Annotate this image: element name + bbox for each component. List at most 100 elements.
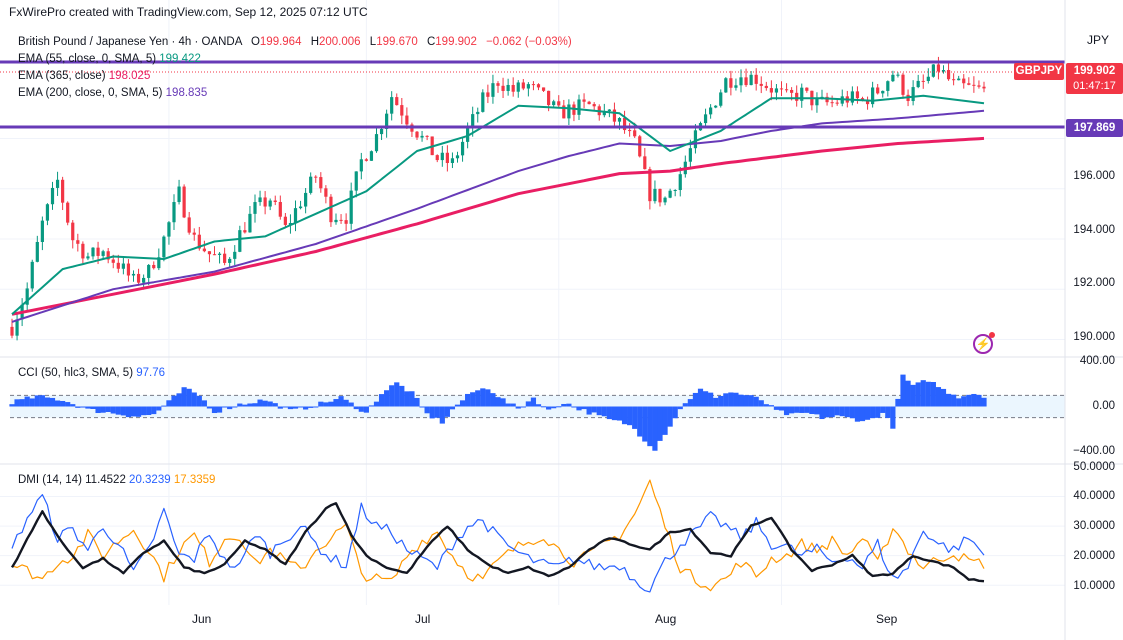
dmi-pane[interactable] (10, 479, 985, 593)
cci-bar (627, 406, 633, 426)
support-level-tag[interactable]: 197.869 (1066, 119, 1123, 137)
cci-bar (475, 390, 481, 407)
ema200-legend[interactable]: EMA (200, close, 0, SMA, 5) 198.835 (18, 87, 207, 99)
cci-bar (373, 401, 380, 407)
ema365-legend[interactable]: EMA (365, close) 198.025 (18, 70, 150, 82)
close-value: 199.902 (435, 36, 477, 48)
cci-bar (870, 406, 876, 419)
symbol-legend[interactable]: British Pound / Japanese Yen · 4h · OAND… (18, 36, 572, 48)
candle-body (673, 190, 677, 192)
candle-body (709, 107, 713, 115)
candle-body (471, 114, 475, 129)
candle-body (764, 85, 768, 89)
cci-bar (141, 406, 147, 416)
candle-body (901, 74, 905, 95)
currency-label[interactable]: JPY (1086, 33, 1109, 47)
candle-body (283, 216, 287, 225)
cci-bar (389, 385, 395, 407)
cci-bar (819, 406, 825, 420)
cci-bar (814, 406, 820, 415)
candle-body (531, 84, 536, 86)
candle-body (364, 159, 368, 161)
low-value: 199.670 (376, 36, 418, 48)
price-pane[interactable] (0, 56, 1065, 341)
candle-body (243, 230, 247, 233)
cci-bar (581, 406, 587, 410)
dmi-label: DMI (14, 14) (18, 474, 82, 486)
candle-body (450, 158, 455, 164)
cci-bar (951, 394, 957, 407)
cci-bar (105, 406, 111, 412)
candle-body (106, 251, 110, 260)
cci-bar (151, 406, 157, 415)
cci-bar (384, 390, 390, 407)
lightning-icon[interactable]: ⚡ (973, 332, 995, 354)
cci-bar (9, 404, 15, 407)
candle-body (936, 64, 941, 72)
cci-bar (616, 406, 623, 421)
candle-body (850, 91, 854, 103)
cci-bar (859, 406, 866, 422)
cci-bar (262, 400, 268, 407)
candle-body (223, 253, 227, 263)
cci-bar (530, 397, 537, 407)
cci-bar (672, 406, 678, 419)
cci-bar (358, 406, 364, 412)
cci-bar (697, 388, 704, 407)
candle-body (567, 104, 571, 119)
cci-bar (343, 399, 349, 407)
cci-bar (945, 393, 952, 407)
cci-bar (940, 388, 947, 407)
candle-body (658, 188, 662, 203)
candle-body (66, 202, 70, 223)
candle-body (385, 113, 389, 129)
cci-bar (854, 406, 861, 422)
candle-body (516, 82, 520, 92)
cci-bar (454, 404, 461, 407)
candle-body (101, 251, 105, 256)
cci-bar (561, 403, 567, 407)
x-tick-jul: Jul (415, 612, 431, 626)
cci-bar (449, 406, 456, 410)
cci-bar (718, 395, 724, 407)
cci-bar (292, 406, 299, 409)
cci-bar (844, 406, 850, 418)
candle-body (233, 251, 237, 259)
cci-bar (348, 402, 354, 407)
cci-bar (257, 399, 263, 407)
cci-bar (156, 406, 162, 411)
candle-body (860, 98, 865, 100)
candle-body (314, 176, 318, 178)
cci-bar (637, 406, 643, 437)
price-tick: 196.000 (1073, 170, 1115, 182)
ema55-legend[interactable]: EMA (55, close, 0, SMA, 5) 199.422 (18, 53, 201, 65)
cci-pane[interactable] (9, 374, 1065, 451)
candle-body (754, 74, 758, 84)
candle-body (977, 85, 981, 87)
candle-body (800, 87, 804, 101)
last-price-tag[interactable]: 199.902 01:47:17 (1066, 63, 1123, 94)
cci-bar (880, 406, 886, 413)
candle-body (481, 92, 485, 112)
cci-bar (758, 400, 764, 407)
candle-body (202, 248, 206, 252)
cci-bar (900, 374, 906, 407)
cci-bar (54, 400, 61, 407)
candle-body (790, 89, 794, 93)
candle-body (501, 85, 505, 91)
candle-body (147, 264, 151, 278)
ticker-tag[interactable]: GBPJPY (1014, 63, 1064, 80)
cci-bar (60, 400, 66, 407)
cci-bar (773, 406, 780, 410)
candle-body (131, 273, 136, 276)
cci-legend[interactable]: CCI (50, hlc3, SMA, 5) 97.76 (18, 367, 165, 379)
cci-bar (429, 406, 435, 419)
cci-bar (363, 406, 369, 413)
dmi-tick: 20.0000 (1073, 550, 1115, 562)
cci-bar (768, 405, 774, 407)
cci-bar (434, 406, 440, 418)
candle-body (142, 277, 146, 283)
candle-body (916, 80, 920, 88)
dmi-legend[interactable]: DMI (14, 14) 11.4522 20.3239 17.3359 (18, 474, 215, 486)
